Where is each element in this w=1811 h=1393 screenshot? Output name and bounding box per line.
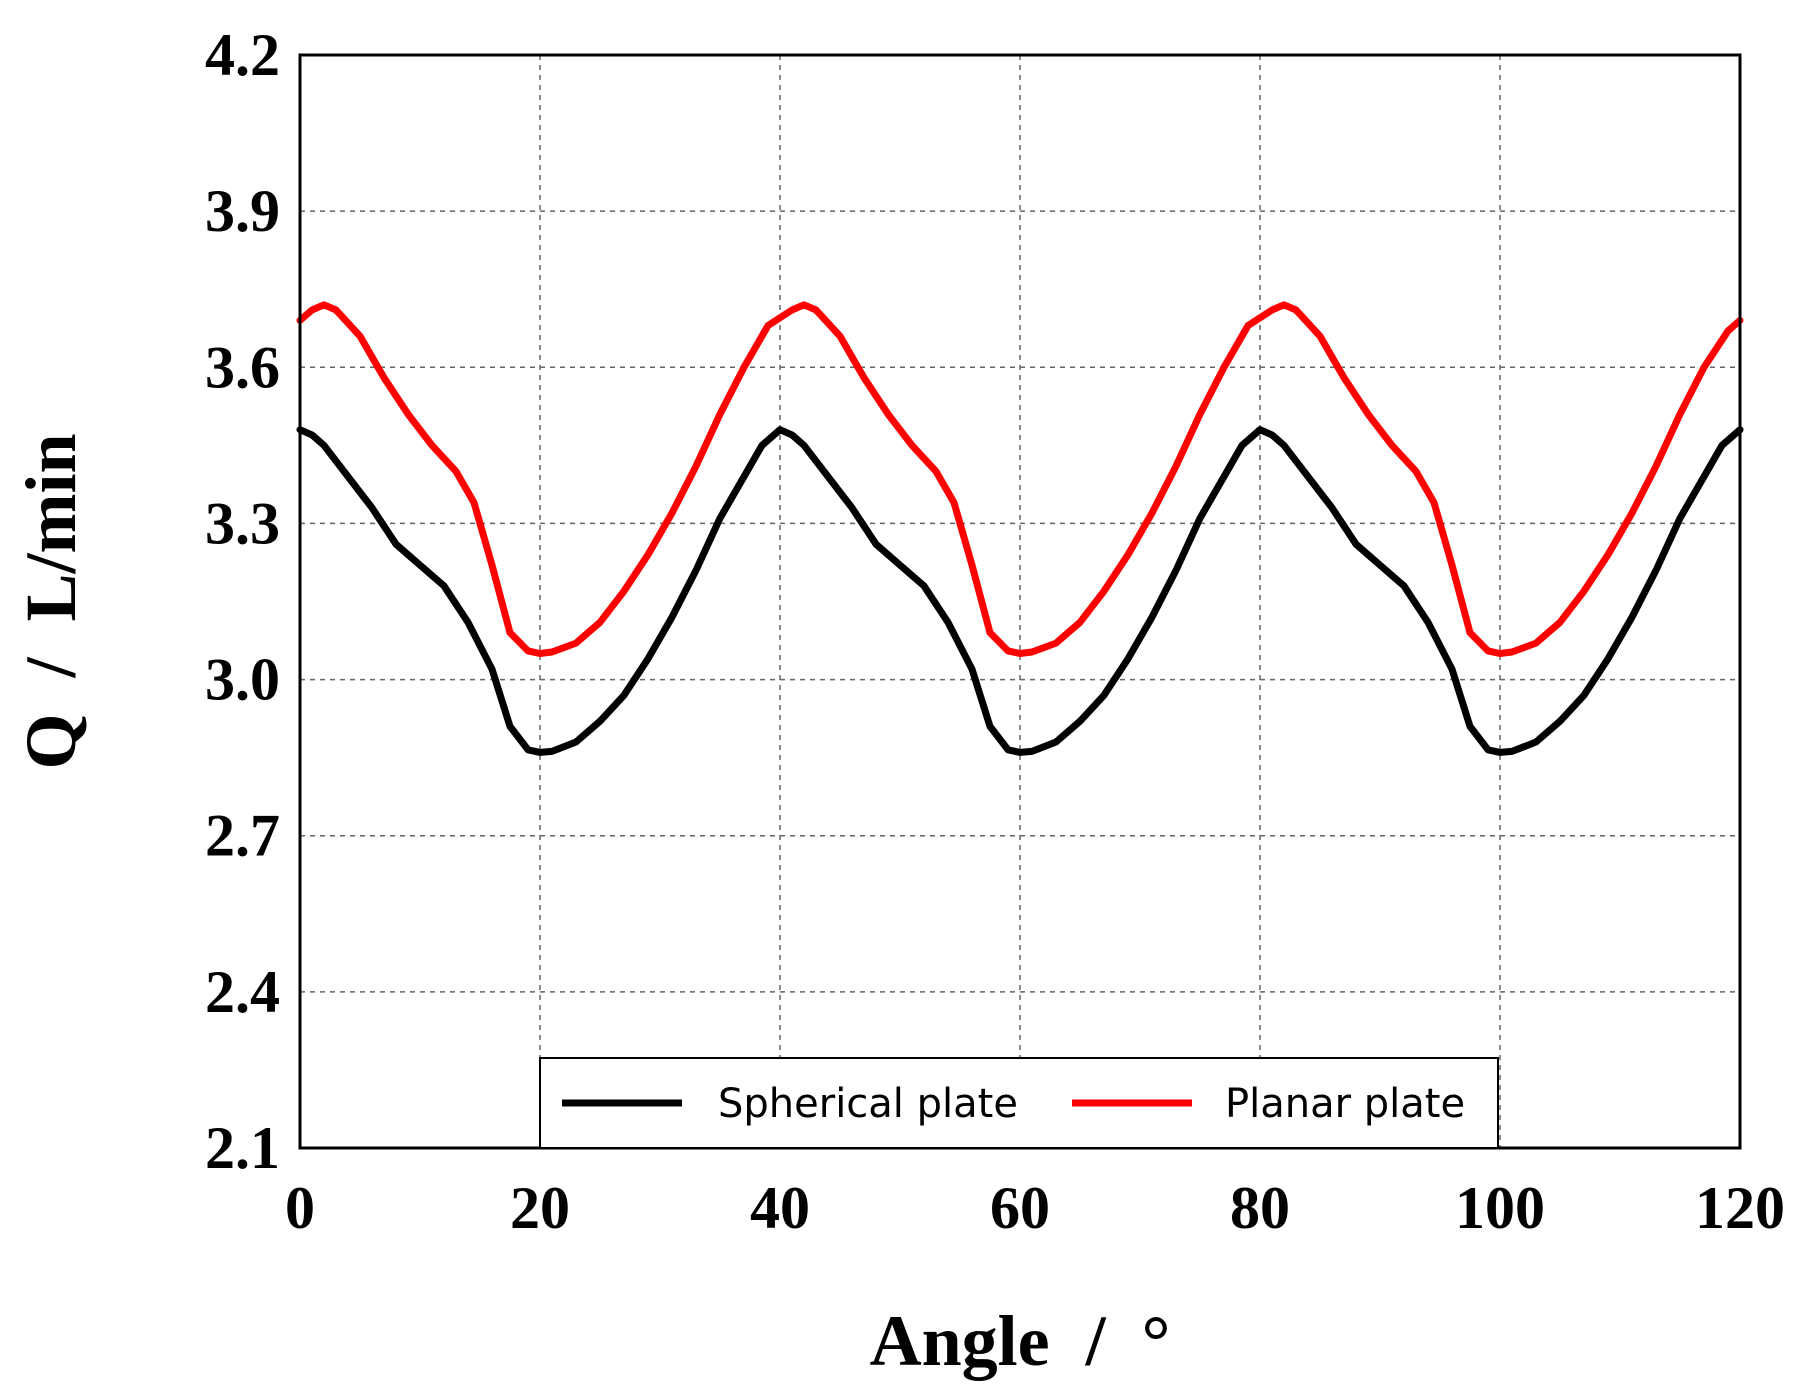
x-axis-title: Angle / ° (870, 1301, 1171, 1381)
x-tick-labels: 0 20 40 60 80 100 120 (285, 1175, 1785, 1241)
series-line-spherical-plate (296, 426, 1744, 756)
y-tick-label: 3.3 (205, 490, 280, 556)
legend: Spherical plate Planar plate (539, 1057, 1499, 1149)
x-tick-label: 120 (1695, 1175, 1785, 1241)
y-tick-label: 3.9 (205, 178, 280, 244)
series-line-planar-plate (296, 301, 1744, 657)
y-tick-labels: 2.1 2.4 2.7 3.0 3.3 3.6 3.9 4.2 (205, 22, 280, 1181)
x-tick-label: 60 (990, 1175, 1050, 1241)
x-tick-label: 100 (1455, 1175, 1545, 1241)
grid (300, 55, 1740, 1148)
legend-label-planar-plate: Planar plate (1225, 1081, 1465, 1127)
x-tick-label: 80 (1230, 1175, 1290, 1241)
x-tick-label: 40 (750, 1175, 810, 1241)
y-tick-label: 2.7 (205, 803, 280, 869)
y-tick-label: 4.2 (205, 22, 280, 88)
x-tick-label: 0 (285, 1175, 315, 1241)
legend-box (539, 1057, 1499, 1149)
legend-label-spherical-plate: Spherical plate (718, 1081, 1018, 1127)
x-tick-label: 20 (510, 1175, 570, 1241)
y-axis-title: Q / L/min (11, 433, 91, 769)
y-tick-label: 2.4 (205, 959, 280, 1025)
y-tick-label: 2.1 (205, 1115, 280, 1181)
y-tick-label: 3.6 (205, 334, 280, 400)
series-layer (296, 301, 1744, 756)
y-tick-label: 3.0 (205, 647, 280, 713)
